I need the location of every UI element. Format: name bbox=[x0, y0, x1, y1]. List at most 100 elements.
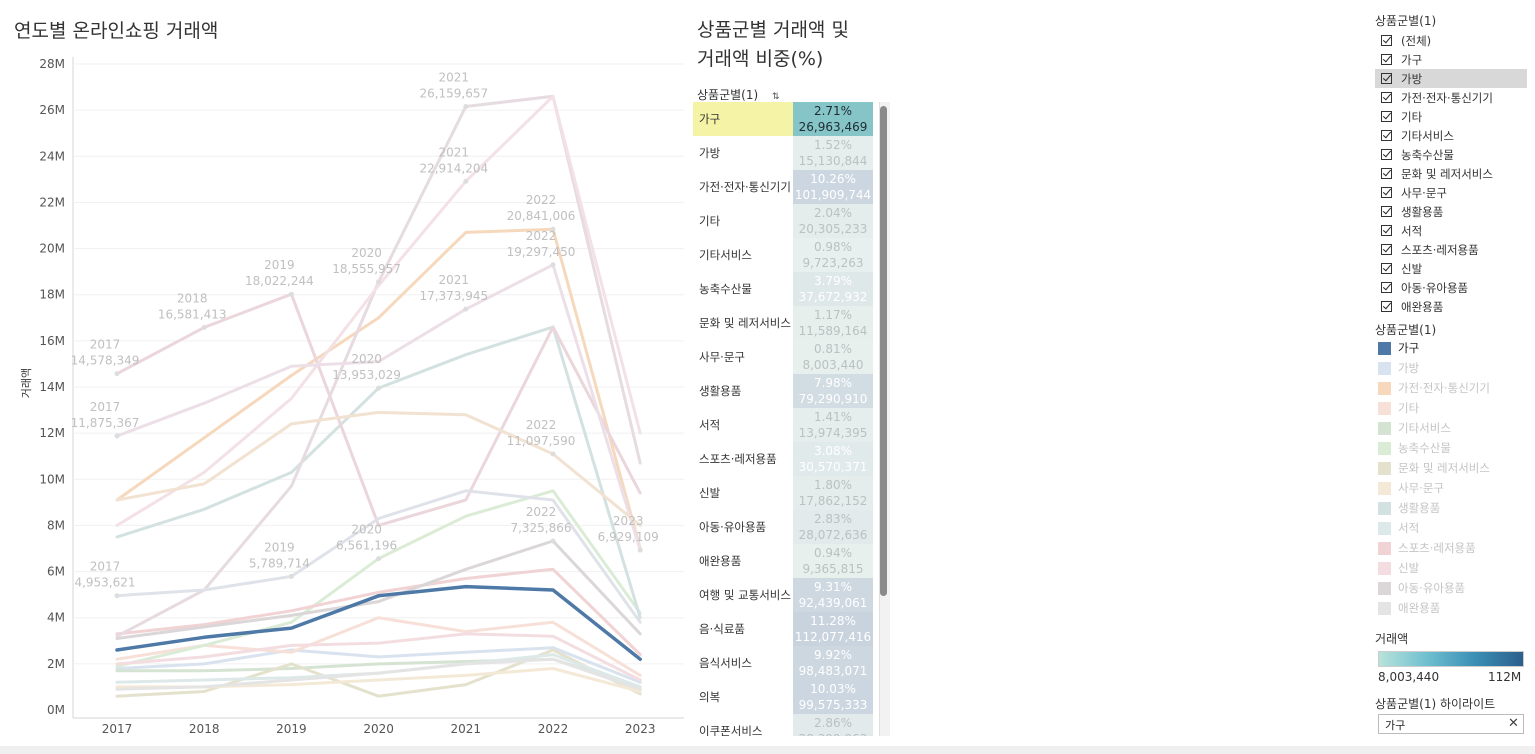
filter-item[interactable]: 가방 bbox=[1375, 69, 1527, 88]
filter-item[interactable]: 가전·전자·통신기기 bbox=[1375, 88, 1527, 107]
table-row[interactable]: 애완용품 0.94% 9,365,815 bbox=[693, 544, 874, 578]
table-row[interactable]: 생활용품 7.98% 79,290,910 bbox=[693, 374, 874, 408]
table-row[interactable]: 가방 1.52% 15,130,844 bbox=[693, 136, 874, 170]
data-point[interactable] bbox=[637, 547, 643, 553]
table-row[interactable]: 이쿠폰서비스 2.86%28,399,963 bbox=[693, 714, 874, 736]
legend-item[interactable]: 가전·전자·통신기기 bbox=[1375, 378, 1490, 398]
filter-item[interactable]: 기타서비스 bbox=[1375, 126, 1527, 145]
legend-item[interactable]: 기타서비스 bbox=[1375, 418, 1490, 438]
table-row[interactable]: 의복 10.03% 99,575,333 bbox=[693, 680, 874, 714]
legend-item[interactable]: 서적 bbox=[1375, 518, 1490, 538]
filter-item[interactable]: 가구 bbox=[1375, 50, 1527, 69]
data-point[interactable] bbox=[550, 262, 556, 268]
legend-label: 서적 bbox=[1398, 521, 1420, 535]
table-row[interactable]: 아동·유아용품 2.83% 28,072,636 bbox=[693, 510, 874, 544]
checkbox-icon[interactable] bbox=[1381, 206, 1392, 217]
filter-item[interactable]: 애완용품 bbox=[1375, 297, 1527, 312]
table-row[interactable]: 기타 2.04% 20,305,233 bbox=[693, 204, 874, 238]
checkbox-icon[interactable] bbox=[1381, 130, 1392, 141]
legend-item[interactable]: 문화 및 레저서비스 bbox=[1375, 458, 1490, 478]
table-row[interactable]: 가전·전자·통신기기 10.26% 101,909,744 bbox=[693, 170, 874, 204]
legend-item[interactable]: 아동·유아용품 bbox=[1375, 578, 1490, 598]
series-line[interactable] bbox=[115, 646, 642, 684]
close-icon[interactable]: ✕ bbox=[1508, 716, 1519, 731]
table-row[interactable]: 가구 2.71% 26,963,469 bbox=[693, 102, 874, 136]
table-row[interactable]: 농축수산물 3.79% 37,672,932 bbox=[693, 272, 874, 306]
legend-item[interactable]: 생활용품 bbox=[1375, 498, 1490, 518]
legend-item[interactable]: 애완용품 bbox=[1375, 598, 1490, 618]
table-row[interactable]: 여행 및 교통서비스 9.31% 92,439,061 bbox=[693, 578, 874, 612]
filter-item[interactable]: 아동·유아용품 bbox=[1375, 278, 1527, 297]
checkbox-icon[interactable] bbox=[1381, 73, 1392, 84]
sort-icon[interactable]: ⇅ bbox=[772, 92, 780, 102]
checkbox-icon[interactable] bbox=[1381, 54, 1392, 65]
table-row[interactable]: 서적 1.41% 13,974,395 bbox=[693, 408, 874, 442]
table-row[interactable]: 음·식료품 11.28% 112,077,416 bbox=[693, 612, 874, 646]
series-line[interactable] bbox=[115, 489, 642, 624]
checkbox-icon[interactable] bbox=[1381, 263, 1392, 274]
filter-item[interactable]: 문화 및 레저서비스 bbox=[1375, 164, 1527, 183]
series-line[interactable] bbox=[115, 657, 642, 691]
legend-item[interactable]: 가구 bbox=[1375, 338, 1490, 358]
data-point[interactable] bbox=[114, 433, 120, 439]
data-point[interactable] bbox=[201, 324, 207, 330]
filter-item[interactable]: 사무·문구 bbox=[1375, 183, 1527, 202]
series-line[interactable] bbox=[115, 567, 642, 657]
data-point[interactable] bbox=[288, 573, 294, 579]
series-line[interactable] bbox=[115, 648, 642, 698]
category-filter[interactable]: (전체) 가구 가방 가전·전자·통신기기 기타 기타서비스 농축수산물 문화 및 레저서비스… bbox=[1375, 31, 1527, 312]
legend-item[interactable]: 스포츠·레저용품 bbox=[1375, 538, 1490, 558]
data-point[interactable] bbox=[114, 371, 120, 377]
category-table[interactable]: 가구 2.71% 26,963,469 가방 1.52% 15,130,844 가전·전자·… bbox=[693, 102, 874, 736]
checkbox-icon[interactable] bbox=[1381, 244, 1392, 255]
table-row[interactable]: 신발 1.80% 17,862,152 bbox=[693, 476, 874, 510]
filter-item[interactable]: 서적 bbox=[1375, 221, 1527, 240]
data-point[interactable] bbox=[376, 385, 382, 391]
checkbox-icon[interactable] bbox=[1381, 187, 1392, 198]
filter-item[interactable]: 스포츠·레저용품 bbox=[1375, 240, 1527, 259]
data-point[interactable] bbox=[463, 306, 469, 312]
checkbox-icon[interactable] bbox=[1381, 35, 1392, 46]
checkbox-icon[interactable] bbox=[1381, 225, 1392, 236]
data-point[interactable] bbox=[550, 226, 556, 232]
legend-item[interactable]: 기타 bbox=[1375, 398, 1490, 418]
data-point[interactable] bbox=[376, 556, 382, 562]
checkbox-icon[interactable] bbox=[1381, 111, 1392, 122]
filter-item[interactable]: 농축수산물 bbox=[1375, 145, 1527, 164]
highlight-input[interactable]: 가구 bbox=[1378, 714, 1524, 734]
filter-item[interactable]: (전체) bbox=[1375, 31, 1527, 50]
checkbox-icon[interactable] bbox=[1381, 168, 1392, 179]
checkbox-icon[interactable] bbox=[1381, 282, 1392, 293]
checkbox-icon[interactable] bbox=[1381, 301, 1392, 312]
table-row[interactable]: 기타서비스 0.98% 9,723,263 bbox=[693, 238, 874, 272]
series-line[interactable] bbox=[115, 410, 642, 527]
data-point[interactable] bbox=[550, 451, 556, 457]
series-line[interactable] bbox=[115, 632, 642, 682]
checkbox-icon[interactable] bbox=[1381, 92, 1392, 103]
filter-item[interactable]: 기타 bbox=[1375, 107, 1527, 126]
table-scrollbar-thumb[interactable] bbox=[880, 106, 887, 596]
series-line[interactable] bbox=[115, 584, 642, 661]
table-row[interactable]: 문화 및 레저서비스 1.17% 11,589,164 bbox=[693, 306, 874, 340]
data-point[interactable] bbox=[463, 103, 469, 109]
color-legend[interactable]: 가구 가방 가전·전자·통신기기 기타 기타서비스 농축수산물 문화 및 레저서비스 사무·문… bbox=[1375, 338, 1490, 618]
table-row[interactable]: 사무·문구 0.81% 8,003,440 bbox=[693, 340, 874, 374]
data-point[interactable] bbox=[114, 593, 120, 599]
series-line[interactable] bbox=[115, 94, 642, 527]
legend-item[interactable]: 가방 bbox=[1375, 358, 1490, 378]
data-point[interactable] bbox=[376, 279, 382, 285]
table-row[interactable]: 스포츠·레저용품 3.08% 30,570,371 bbox=[693, 442, 874, 476]
data-point[interactable] bbox=[550, 538, 556, 544]
legend-item[interactable]: 신발 bbox=[1375, 558, 1490, 578]
table-row[interactable]: 음식서비스 9.92% 98,483,071 bbox=[693, 646, 874, 680]
series-line[interactable] bbox=[115, 292, 642, 527]
filter-item[interactable]: 신발 bbox=[1375, 259, 1527, 278]
data-point[interactable] bbox=[288, 291, 294, 297]
data-point[interactable] bbox=[463, 178, 469, 184]
checkbox-icon[interactable] bbox=[1381, 149, 1392, 160]
legend-item[interactable]: 사무·문구 bbox=[1375, 478, 1490, 498]
legend-item[interactable]: 농축수산물 bbox=[1375, 438, 1490, 458]
line-chart[interactable]: 0M 2M 4M 6M 8M 10M 12M 14M 16M 18M 20M 22M 24M 26M 28M… bbox=[0, 0, 690, 746]
series-line[interactable] bbox=[115, 94, 642, 638]
filter-item[interactable]: 생활용품 bbox=[1375, 202, 1527, 221]
